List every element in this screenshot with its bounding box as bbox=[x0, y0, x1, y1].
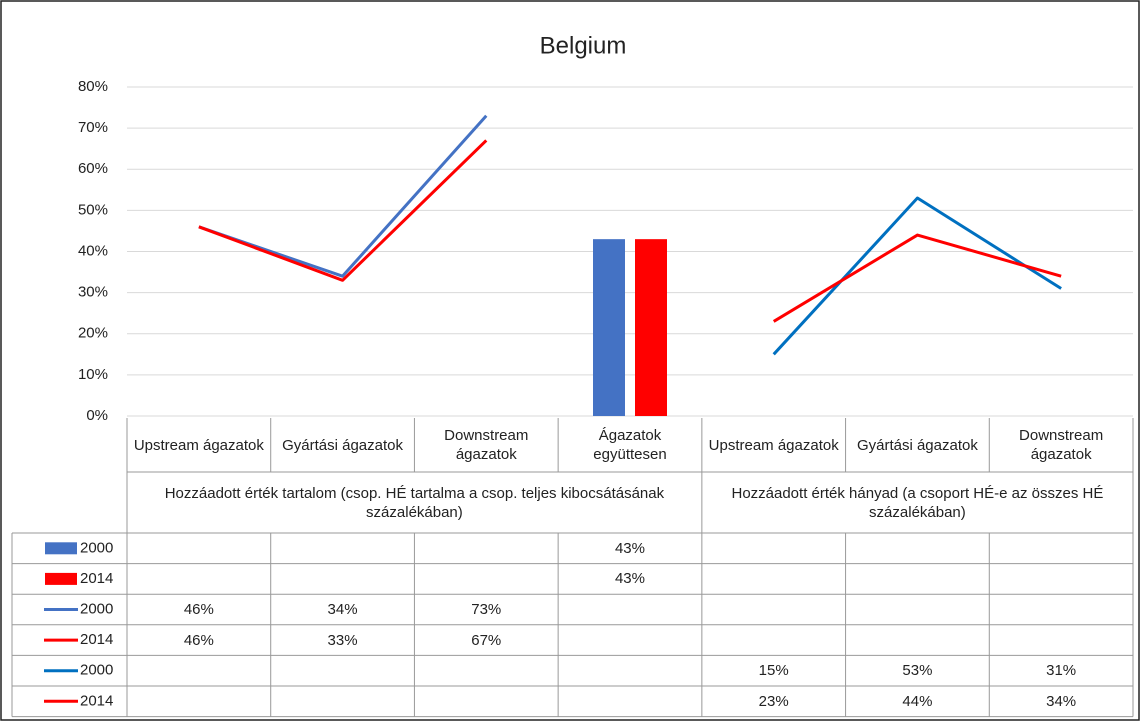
line-series bbox=[198, 139, 488, 282]
y-tick-label: 10% bbox=[78, 366, 108, 383]
table-value: 23% bbox=[758, 692, 789, 710]
y-tick-label: 50% bbox=[78, 201, 108, 218]
category-label: Downstream ágazatok bbox=[1019, 427, 1104, 463]
category-label: Gyártási ágazatok bbox=[856, 436, 978, 454]
table-value: 43% bbox=[614, 539, 645, 557]
table-value: 44% bbox=[902, 692, 933, 710]
legend-key bbox=[45, 572, 77, 585]
table-value: 33% bbox=[327, 631, 358, 649]
category-label: Upstream ágazatok bbox=[133, 436, 264, 454]
legend-label: 2014 bbox=[80, 692, 113, 709]
group-label: Hozzáadott érték tartalom (csop. HÉ tart… bbox=[164, 484, 665, 521]
legend-label: 2000 bbox=[80, 539, 113, 556]
bar bbox=[635, 239, 667, 416]
y-tick-label: 0% bbox=[86, 407, 108, 424]
table-value: 53% bbox=[902, 662, 933, 680]
line-series bbox=[772, 233, 1062, 323]
y-tick-label: 80% bbox=[78, 78, 108, 95]
y-tick-label: 70% bbox=[78, 119, 108, 136]
legend-label: 2014 bbox=[80, 570, 113, 587]
y-tick-label: 20% bbox=[78, 325, 108, 342]
bar bbox=[593, 239, 625, 416]
table-value: 46% bbox=[183, 631, 214, 649]
y-tick-label: 60% bbox=[78, 160, 108, 177]
table-value: 15% bbox=[758, 662, 789, 680]
legend-key bbox=[45, 542, 77, 555]
y-tick-label: 40% bbox=[78, 242, 108, 259]
y-tick-label: 30% bbox=[78, 284, 108, 301]
line-series bbox=[772, 196, 1062, 356]
chart-title: Belgium bbox=[540, 32, 627, 59]
legend-label: 2014 bbox=[80, 631, 113, 648]
table-value: 46% bbox=[183, 600, 214, 618]
table-value: 31% bbox=[1046, 662, 1077, 680]
table-value: 43% bbox=[614, 570, 645, 588]
category-label: Ágazatok együttesen bbox=[593, 427, 667, 463]
category-label: Gyártási ágazatok bbox=[282, 436, 403, 454]
category-label: Downstream ágazatok bbox=[444, 427, 529, 463]
table-value: 67% bbox=[471, 631, 502, 649]
table-value: 34% bbox=[1046, 692, 1077, 710]
category-label: Upstream ágazatok bbox=[708, 436, 839, 454]
legend-label: 2000 bbox=[80, 600, 113, 617]
legend-label: 2000 bbox=[80, 662, 113, 679]
group-label: Hozzáadott érték hányad (a csoport HÉ-e … bbox=[731, 484, 1104, 521]
table-value: 34% bbox=[327, 600, 358, 618]
table-value: 73% bbox=[471, 600, 502, 618]
